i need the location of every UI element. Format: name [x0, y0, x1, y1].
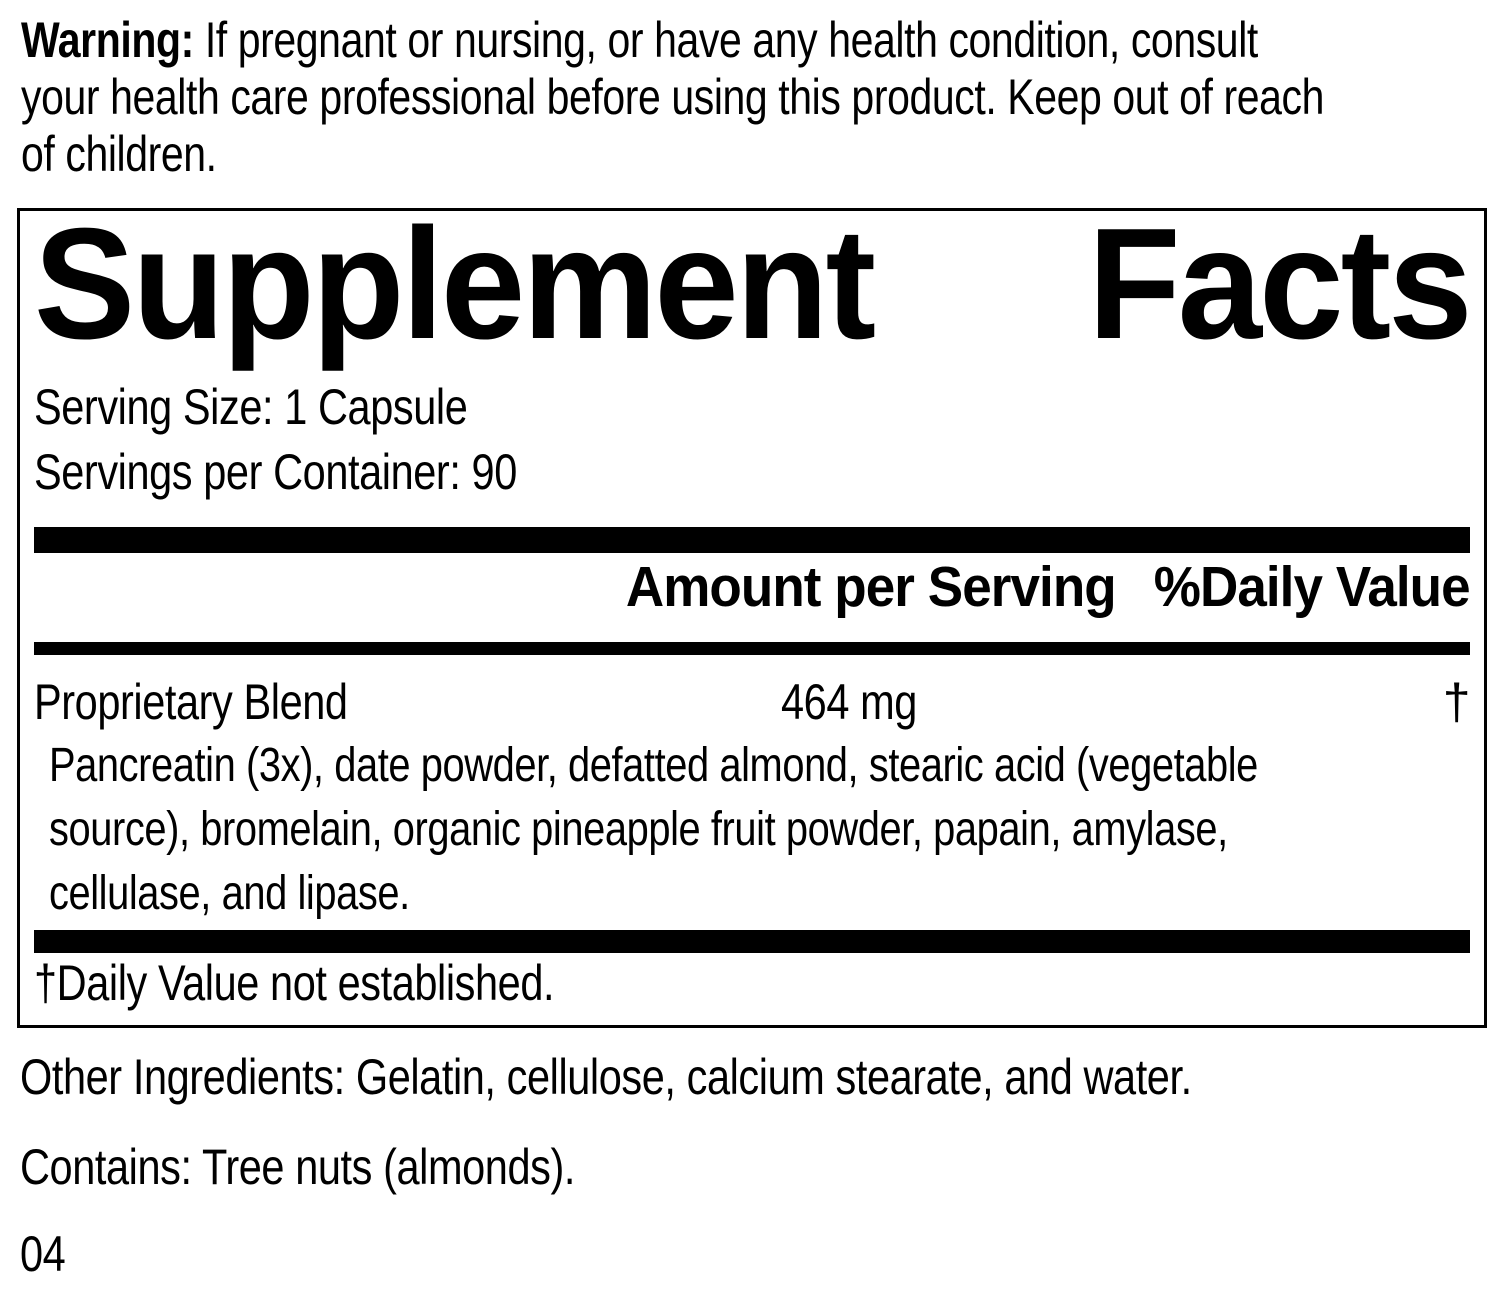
blend-description-line-3: cellulase, and lipase.	[49, 867, 410, 920]
contains-line: Contains: Tree nuts (almonds).	[20, 1142, 689, 1192]
warning-line-3: of children.	[21, 126, 217, 182]
warning-label: Warning:	[21, 12, 194, 68]
serving-size: Serving Size: 1 Capsule	[34, 379, 468, 435]
label-code-text: 04	[20, 1226, 66, 1282]
other-ingredients-text: Other Ingredients: Gelatin, cellulose, c…	[20, 1049, 1192, 1105]
column-header-amount: Amount per Serving	[625, 555, 1116, 619]
warning-paragraph: Warning: If pregnant or nursing, or have…	[21, 12, 1500, 183]
panel-title-word-facts: Facts	[1088, 196, 1473, 372]
daily-value-footnote: †Daily Value not established.	[34, 958, 1470, 1008]
divider-bar-thick-bottom	[34, 930, 1470, 953]
supplement-facts-panel: Supplement Facts Serving Size: 1 Capsule…	[17, 196, 1487, 1028]
warning-line-1-text: If pregnant or nursing, or have any heal…	[193, 12, 1258, 68]
proprietary-blend-row: Proprietary Blend 464 mg †	[34, 674, 1471, 730]
blend-name: Proprietary Blend	[34, 674, 348, 730]
blend-description-line-1: Pancreatin (3x), date powder, defatted a…	[49, 739, 1258, 792]
blend-description-line-2: source), bromelain, organic pineapple fr…	[49, 803, 1228, 856]
column-header-row: Amount per Serving %Daily Value	[34, 555, 1471, 619]
blend-daily-value-dagger: †	[1442, 674, 1471, 730]
label-code: 04	[20, 1229, 75, 1279]
panel-title: Supplement Facts	[34, 196, 1473, 372]
daily-value-footnote-text: †Daily Value not established.	[34, 955, 555, 1011]
contains-text: Contains: Tree nuts (almonds).	[20, 1139, 575, 1195]
servings-per-container: Servings per Container: 90	[34, 444, 517, 500]
warning-line-1: Warning: If pregnant or nursing, or have…	[21, 12, 1258, 69]
serving-info: Serving Size: 1 Capsule Servings per Con…	[34, 375, 1470, 505]
divider-bar-thin	[34, 642, 1470, 655]
other-ingredients-line: Other Ingredients: Gelatin, cellulose, c…	[20, 1052, 1432, 1102]
blend-amount: 464 mg	[781, 674, 917, 730]
divider-bar-thick-top	[34, 527, 1470, 553]
column-header-daily-value: %Daily Value	[1154, 555, 1471, 619]
warning-line-2: your health care professional before usi…	[21, 69, 1324, 125]
blend-description: Pancreatin (3x), date powder, defatted a…	[34, 734, 1470, 926]
panel-title-word-supplement: Supplement	[34, 196, 876, 372]
